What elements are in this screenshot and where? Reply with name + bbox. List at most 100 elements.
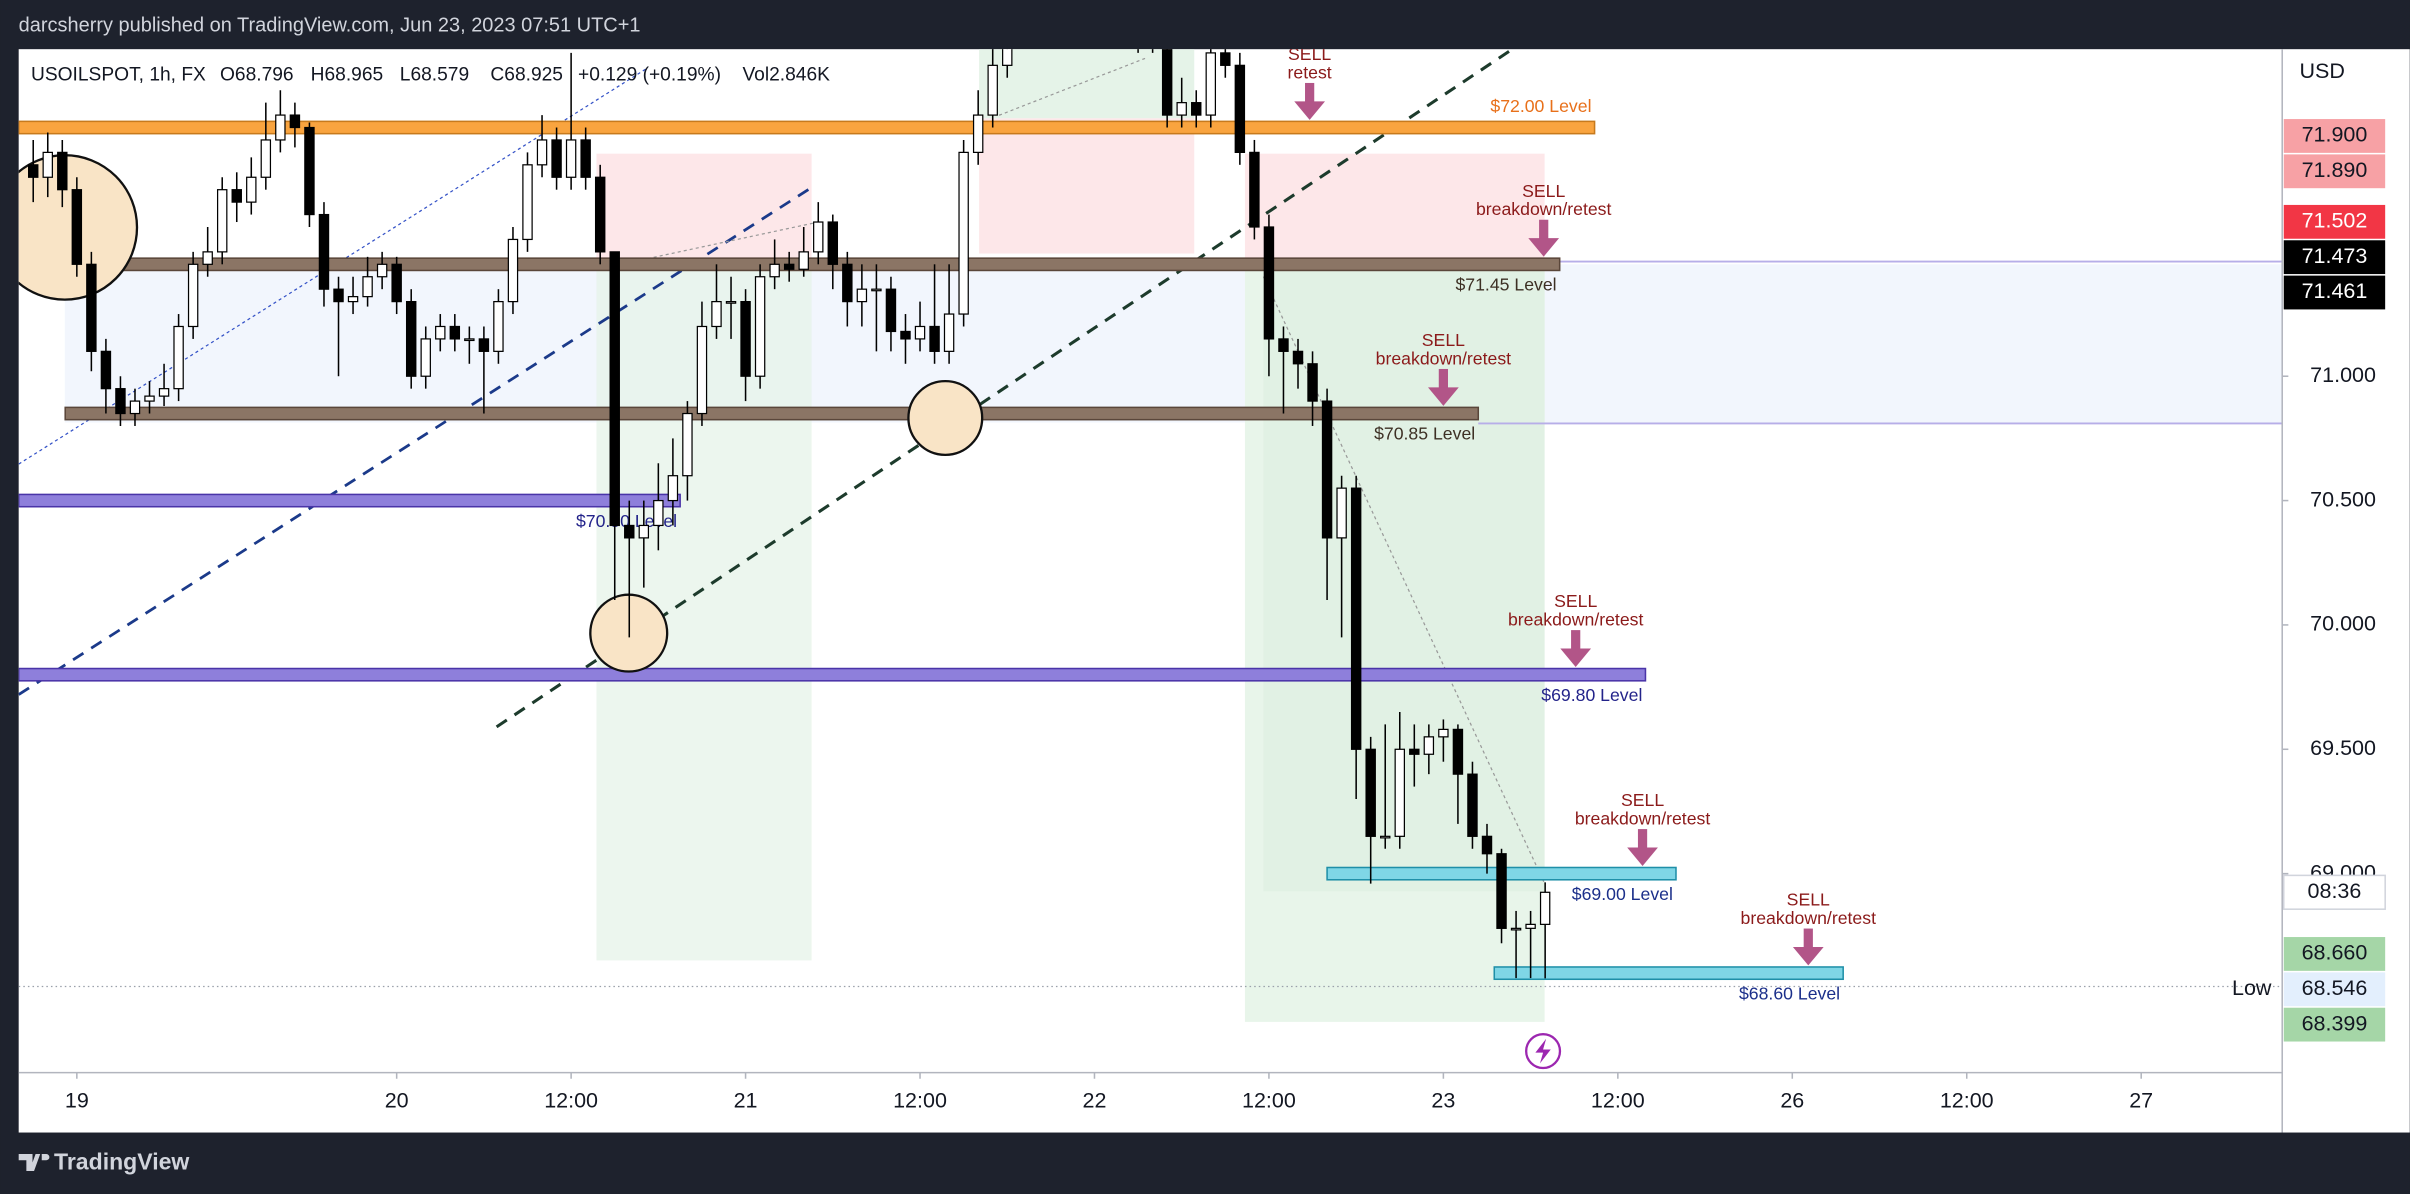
candle-body <box>624 524 635 539</box>
level-label: $71.45 Level <box>1455 274 1556 294</box>
candle-body <box>129 400 141 415</box>
candle-body <box>1510 927 1522 931</box>
price-badge-label: 68.399 <box>2302 1011 2368 1035</box>
candle-body <box>1249 151 1260 228</box>
candle-body <box>565 139 577 178</box>
countdown-box <box>2282 874 2386 910</box>
candle-body <box>1380 835 1391 839</box>
candle-body <box>900 330 911 340</box>
symbol: USOILSPOT, 1h, FX <box>31 64 206 85</box>
candle-body <box>478 338 490 352</box>
candle-body <box>376 263 388 278</box>
candle-body <box>1220 52 1231 66</box>
plot: $72.00 Level $71.45 Level $70.85 Level $70.… <box>18 49 2283 1022</box>
candle-body <box>1525 923 1536 929</box>
sell-label: breakdown/retest <box>1376 348 1512 368</box>
candle-body <box>1496 853 1507 929</box>
price-badge <box>2283 204 2386 239</box>
sell-label: SELL <box>1621 790 1664 810</box>
candle-body <box>1336 487 1347 539</box>
candle-body <box>783 263 795 270</box>
candle-body <box>798 251 809 270</box>
price-badge-label: 71.890 <box>2302 158 2368 182</box>
candle-body <box>493 300 504 352</box>
sell-arrow-head <box>1294 101 1326 120</box>
price-badge <box>2283 119 2386 153</box>
candle-body <box>754 276 766 377</box>
candle-body <box>914 325 926 340</box>
candle-body <box>725 300 737 304</box>
level-bar <box>64 406 1480 421</box>
zone <box>979 118 1195 254</box>
levels: $72.00 Level $71.45 Level $70.85 Level $70.… <box>18 96 1844 1003</box>
x-tick-label: 22 <box>1083 1088 1107 1112</box>
price-badge <box>2283 937 2386 971</box>
x-tick-label: 12:00 <box>1591 1088 1645 1112</box>
countdown: 08:36 <box>2308 879 2362 903</box>
chart-area <box>18 49 2410 1133</box>
zone <box>979 49 1195 119</box>
candle-body <box>333 288 344 303</box>
candle-body <box>1409 748 1420 755</box>
candle-body <box>842 263 853 303</box>
sell-arrow-shaft <box>1803 928 1813 949</box>
candle-body <box>42 151 53 178</box>
ohlc-open: O68.796 <box>220 64 294 85</box>
level-label: $70.85 Level <box>1374 424 1475 444</box>
level-bar <box>64 257 1561 272</box>
candle-body <box>1002 49 1013 66</box>
event-icon-bolt[interactable] <box>1535 1038 1551 1064</box>
annotations: SELLretestSELLbreakdown/retestSELLbreakd… <box>1288 49 1876 966</box>
candle-body <box>1234 64 1246 154</box>
trendline <box>495 49 1516 729</box>
candle-body <box>391 263 402 303</box>
candle-body <box>769 263 780 278</box>
candle-body <box>682 412 693 477</box>
candle-body <box>885 288 897 333</box>
legend: USOILSPOT, 1h, FX O68.796 H68.965 L68.57… <box>31 64 830 85</box>
x-tick-label: 23 <box>1431 1088 1455 1112</box>
brand: TradingView <box>54 1148 189 1174</box>
sell-label: SELL <box>1554 591 1597 611</box>
candle-body <box>347 296 359 303</box>
candle-body <box>100 350 112 390</box>
candle-body <box>158 388 170 397</box>
level-label: $69.00 Level <box>1572 884 1673 904</box>
low-label: Low <box>2232 976 2272 1000</box>
level-bar <box>18 120 1596 135</box>
volume: Vol2.846K <box>742 64 830 85</box>
candle-body <box>1481 835 1493 855</box>
candle-body <box>144 395 155 402</box>
x-tick-label: 21 <box>734 1088 758 1112</box>
candle-body <box>1452 728 1464 775</box>
x-tick-label: 12:00 <box>1940 1088 1994 1112</box>
x-tick-label: 26 <box>1780 1088 1804 1112</box>
event-icon[interactable] <box>1525 1033 1562 1070</box>
highlight-circle <box>18 154 139 301</box>
level-label: $69.80 Level <box>1541 685 1642 705</box>
trendline <box>18 186 813 696</box>
candle-body <box>696 325 708 415</box>
candle-body <box>667 475 679 502</box>
candle-body <box>275 114 286 141</box>
level-bar <box>18 493 681 508</box>
sell-label: retest <box>1288 62 1332 82</box>
candle-body <box>57 151 68 191</box>
candle-body <box>187 263 199 328</box>
ohlc-low: L68.579 <box>400 64 469 85</box>
zone <box>596 153 812 269</box>
price-badge-label: 71.473 <box>2302 244 2368 268</box>
candle-body <box>871 288 882 292</box>
candle-body <box>318 213 330 290</box>
sell-arrow-head <box>1560 648 1592 667</box>
candle-body <box>1423 736 1435 755</box>
candle-body <box>813 221 824 253</box>
sell-label: SELL <box>1422 330 1465 350</box>
candle-body <box>405 300 417 377</box>
zone <box>1244 153 1545 265</box>
candle-body <box>1307 363 1318 402</box>
candle-body <box>580 139 591 178</box>
candle-body <box>740 300 751 377</box>
